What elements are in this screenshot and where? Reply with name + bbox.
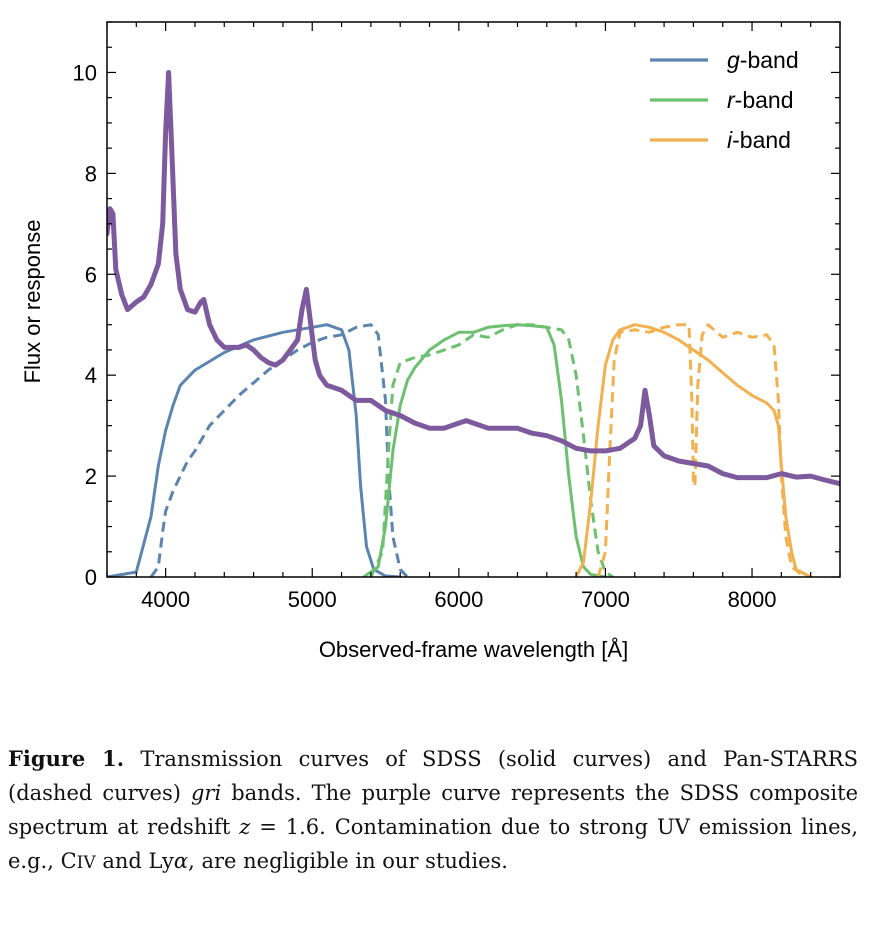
legend-label-i: i-band bbox=[727, 127, 791, 153]
caption-text-4: and Ly bbox=[95, 849, 174, 873]
g-band-sdss-line bbox=[107, 323, 402, 577]
y-tick-label: 10 bbox=[73, 60, 97, 85]
axis-ticks bbox=[106, 21, 841, 578]
x-tick-label: 7000 bbox=[581, 587, 630, 612]
plot-area bbox=[107, 70, 840, 577]
y-tick-label: 8 bbox=[85, 161, 97, 186]
caption-text-2: bands. The purple curve represents the S… bbox=[8, 781, 859, 839]
composite-spectrum-line bbox=[107, 70, 840, 487]
caption-gri: gri bbox=[190, 781, 222, 805]
r-band-panstarrs-line bbox=[369, 323, 614, 577]
legend: g-band r-band i-band bbox=[650, 47, 799, 153]
x-tick-label: 4000 bbox=[141, 587, 190, 612]
figure-caption: Figure 1. Transmission curves of SDSS (s… bbox=[8, 742, 858, 880]
r-band-sdss-line bbox=[362, 323, 607, 577]
caption-text-1: Transmission curves of SDSS (solid curve… bbox=[8, 747, 858, 805]
y-axis-label: Flux or response bbox=[20, 220, 45, 384]
x-axis-label: Observed-frame wavelength [Å] bbox=[319, 637, 628, 662]
y-tick-label: 2 bbox=[85, 464, 97, 489]
x-tick-label: 8000 bbox=[728, 587, 777, 612]
caption-text-5: , are negligible in our studies. bbox=[188, 849, 508, 873]
tick-labels: 4000 5000 6000 7000 8000 0 2 4 6 8 10 bbox=[73, 60, 777, 612]
y-tick-label: 0 bbox=[85, 565, 97, 590]
x-tick-label: 6000 bbox=[434, 587, 483, 612]
caption-figure-label: Figure 1. bbox=[8, 746, 125, 771]
y-tick-label: 6 bbox=[85, 262, 97, 287]
caption-z: z bbox=[239, 815, 251, 839]
x-tick-label: 5000 bbox=[288, 587, 337, 612]
legend-label-r: r-band bbox=[727, 87, 794, 113]
caption-text-3: = 1.6. Contamination due to strong UV em… bbox=[8, 815, 858, 873]
figure-chart: 4000 5000 6000 7000 8000 0 2 4 6 8 10 Observed-fra… bbox=[20, 21, 841, 662]
caption-alpha: α bbox=[173, 849, 189, 873]
i-band-panstarrs-line bbox=[596, 323, 811, 577]
caption-civ: IV bbox=[76, 853, 96, 873]
legend-label-g: g-band bbox=[727, 47, 799, 73]
y-tick-label: 4 bbox=[85, 363, 97, 388]
